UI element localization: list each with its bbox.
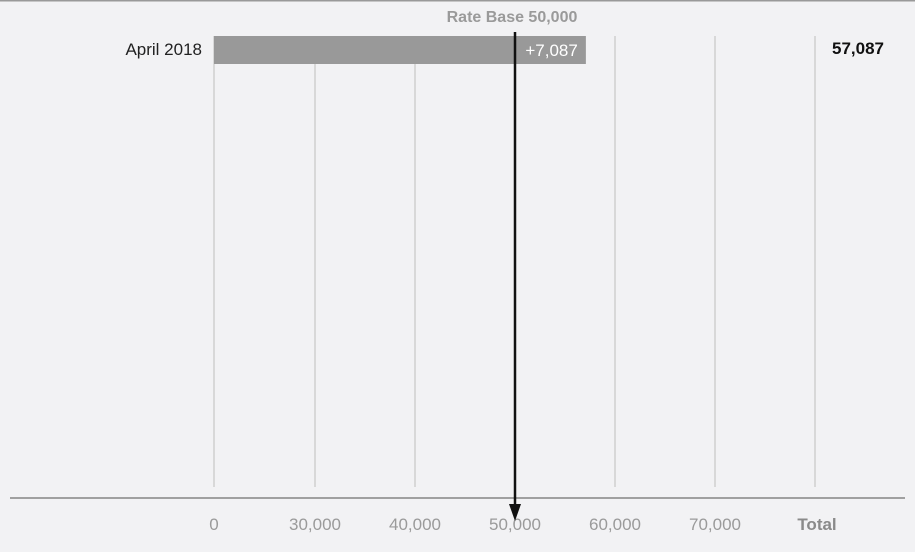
x-tick-label-0: 0	[209, 515, 218, 534]
x-tick-label-3: 50,000	[489, 515, 541, 534]
x-axis: 0 30,000 40,000 50,000 60,000 70,000	[10, 497, 905, 534]
bar-change-label-0: +7,087	[525, 41, 577, 60]
x-tick-label-1: 30,000	[289, 515, 341, 534]
total-value-0: 57,087	[832, 39, 884, 58]
bar-0	[214, 36, 586, 64]
x-tick-label-5: 70,000	[689, 515, 741, 534]
bars: April 2018 +7,087 57,087	[125, 36, 884, 64]
category-label-0: April 2018	[125, 40, 202, 59]
reference-line-label: Rate Base 50,000	[447, 9, 578, 26]
total-column-label: Total	[797, 515, 836, 534]
reference-line	[509, 32, 521, 521]
x-tick-label-4: 60,000	[589, 515, 641, 534]
top-border	[0, 0, 915, 2]
reference-line-arrow	[509, 504, 521, 521]
x-tick-label-2: 40,000	[389, 515, 441, 534]
